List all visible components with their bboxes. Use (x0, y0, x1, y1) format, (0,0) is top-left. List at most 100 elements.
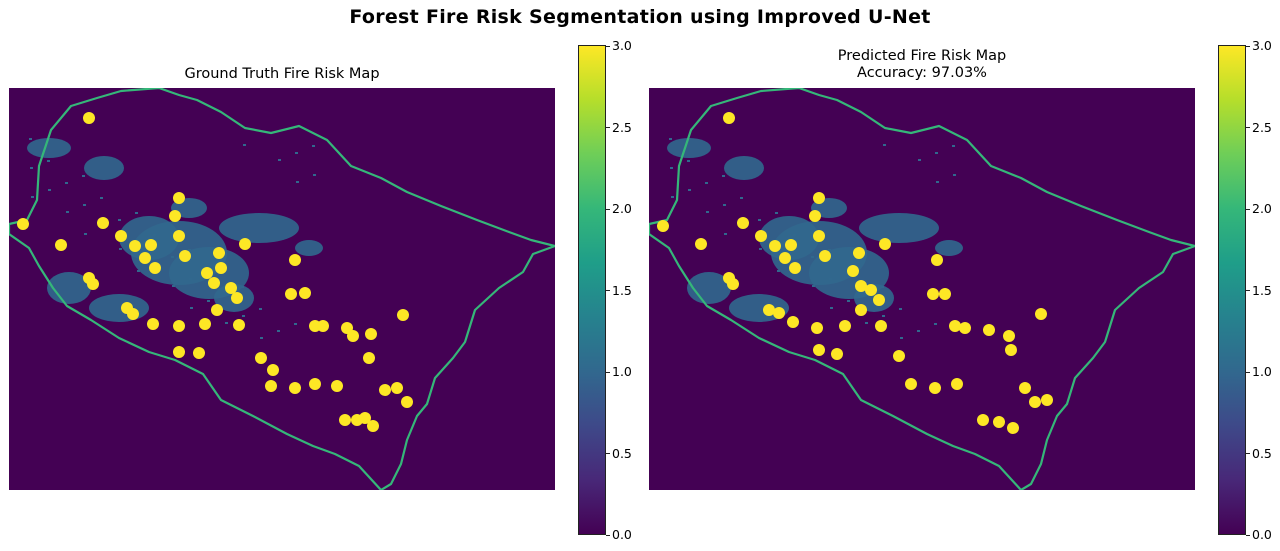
prediction-class-3-hotspot (787, 316, 799, 328)
prediction-class-1-speck (829, 278, 832, 280)
prediction-class-1-speck (687, 160, 690, 162)
colorbar-tick-label: 1.5 (1252, 282, 1272, 298)
ground-truth-class-1-speck (259, 308, 262, 310)
prediction-class-1-speck (669, 138, 672, 140)
ground-truth-class-1-speck (47, 160, 50, 162)
prediction-class-3-hotspot (929, 382, 941, 394)
ground-truth-class-3-hotspot (299, 287, 311, 299)
prediction-class-3-hotspot (1035, 308, 1047, 320)
prediction-class-3-hotspot (839, 320, 851, 332)
ground-truth-class-3-hotspot (231, 292, 243, 304)
ground-truth-class-1-speck (225, 322, 228, 324)
ground-truth-class-1-region (119, 216, 179, 260)
ground-truth-class-1-speck (82, 175, 85, 177)
prediction-class-3-hotspot (809, 210, 821, 222)
prediction-class-1-region (859, 213, 939, 243)
prediction-class-1-speck (882, 315, 885, 317)
ground-truth-class-3-hotspot (401, 396, 413, 408)
ground-truth-class-1-speck (189, 278, 192, 280)
ground-truth-class-3-hotspot (359, 412, 371, 424)
ground-truth-class-3-hotspot (208, 277, 220, 289)
colorbar-tick-label: 2.0 (612, 201, 632, 216)
colorbar-tick-label: 0.0 (1252, 527, 1272, 542)
prediction-class-3-hotspot (959, 322, 971, 334)
ground-truth-class-1-speck (224, 293, 227, 295)
ground-truth-class-3-hotspot (309, 378, 321, 390)
colorbar-tick-mark (1246, 534, 1250, 536)
panel-title-prediction-text: Predicted Fire Risk Map (837, 48, 1007, 64)
prediction-class-1-speck (775, 212, 778, 214)
prediction-class-3-hotspot (831, 348, 843, 360)
ground-truth-class-3-hotspot (115, 230, 127, 242)
prediction-class-1-speck (881, 286, 884, 288)
ground-truth-class-1-speck (312, 145, 315, 147)
prediction-class-3-hotspot (773, 307, 785, 319)
ground-truth-class-3-hotspot (127, 308, 139, 320)
prediction-class-1-speck (830, 307, 833, 309)
ground-truth-class-3-hotspot (215, 262, 227, 274)
prediction-class-3-hotspot (769, 240, 781, 252)
ground-truth-class-1-speck (66, 211, 69, 213)
prediction-class-1-speck (724, 233, 727, 235)
ground-truth-class-1-speck (260, 337, 263, 339)
prediction-class-1-speck (670, 167, 673, 169)
ground-truth-class-3-hotspot (379, 384, 391, 396)
colorbar-tick-label: 2.0 (1252, 201, 1272, 216)
prediction-class-1-region (724, 156, 764, 180)
prediction-class-3-hotspot (855, 280, 867, 292)
prediction-class-3-hotspot (785, 239, 797, 251)
prediction-class-3-hotspot (977, 414, 989, 426)
ground-truth-class-1-speck (100, 197, 103, 199)
prediction-class-1-speck (777, 270, 780, 272)
prediction-boundary-class-2 (649, 88, 1195, 490)
prediction-class-1-speck (706, 211, 709, 213)
prediction-class-3-hotspot (737, 217, 749, 229)
prediction-class-3-hotspot (1041, 394, 1053, 406)
ground-truth-class-3-hotspot (239, 238, 251, 250)
ground-truth-class-1-speck (294, 323, 297, 325)
prediction-class-1-speck (723, 204, 726, 206)
ground-truth-class-3-hotspot (97, 217, 109, 229)
ground-truth-class-3-hotspot (347, 330, 359, 342)
colorbar-tick-label: 2.5 (1252, 119, 1272, 135)
ground-truth-class-1-speck (30, 167, 33, 169)
colorbar-tick-mark (1246, 290, 1250, 291)
prediction-class-3-hotspot (1005, 344, 1017, 356)
ground-truth-class-1-speck (241, 286, 244, 288)
prediction-class-3-hotspot (811, 322, 823, 334)
prediction-class-3-hotspot (813, 230, 825, 242)
ground-truth-class-3-hotspot (173, 346, 185, 358)
ground-truth-class-3-hotspot (213, 247, 225, 259)
ground-truth-background (9, 88, 555, 490)
prediction-class-1-speck (705, 182, 708, 184)
colorbar-tick-label: 0.5 (1252, 445, 1272, 461)
ground-truth-class-1-speck (83, 204, 86, 206)
colorbar-tick-mark (606, 127, 610, 128)
prediction-class-3-hotspot (763, 304, 775, 316)
ground-truth-class-3-hotspot (87, 278, 99, 290)
prediction-map (649, 88, 1195, 490)
colorbar-tick-mark (606, 45, 610, 47)
prediction-class-3-hotspot (695, 238, 707, 250)
prediction-background (649, 88, 1195, 490)
prediction-class-3-hotspot (779, 252, 791, 264)
prediction-class-1-speck (883, 144, 886, 146)
ground-truth-class-1-speck (171, 256, 174, 258)
colorbar-tick-mark (1246, 453, 1250, 454)
prediction-class-3-hotspot (951, 378, 963, 390)
colorbar-tick-label: 3.0 (612, 38, 632, 53)
prediction-class-1-speck (759, 248, 762, 250)
prediction-class-3-hotspot (939, 288, 951, 300)
ground-truth-class-1-speck (207, 300, 210, 302)
ground-truth-class-1-region (84, 156, 124, 180)
ground-truth-class-3-hotspot (147, 318, 159, 330)
prediction-class-3-hotspot (813, 192, 825, 204)
ground-truth-class-1-speck (190, 307, 193, 309)
ground-truth-class-1-region (295, 240, 323, 256)
colorbar-tick-label: 1.0 (612, 364, 632, 379)
colorbar-tick-label: 0.5 (612, 445, 632, 461)
prediction-class-1-speck (953, 174, 956, 176)
prediction-class-3-hotspot (875, 320, 887, 332)
ground-truth-class-1-speck (135, 212, 138, 214)
